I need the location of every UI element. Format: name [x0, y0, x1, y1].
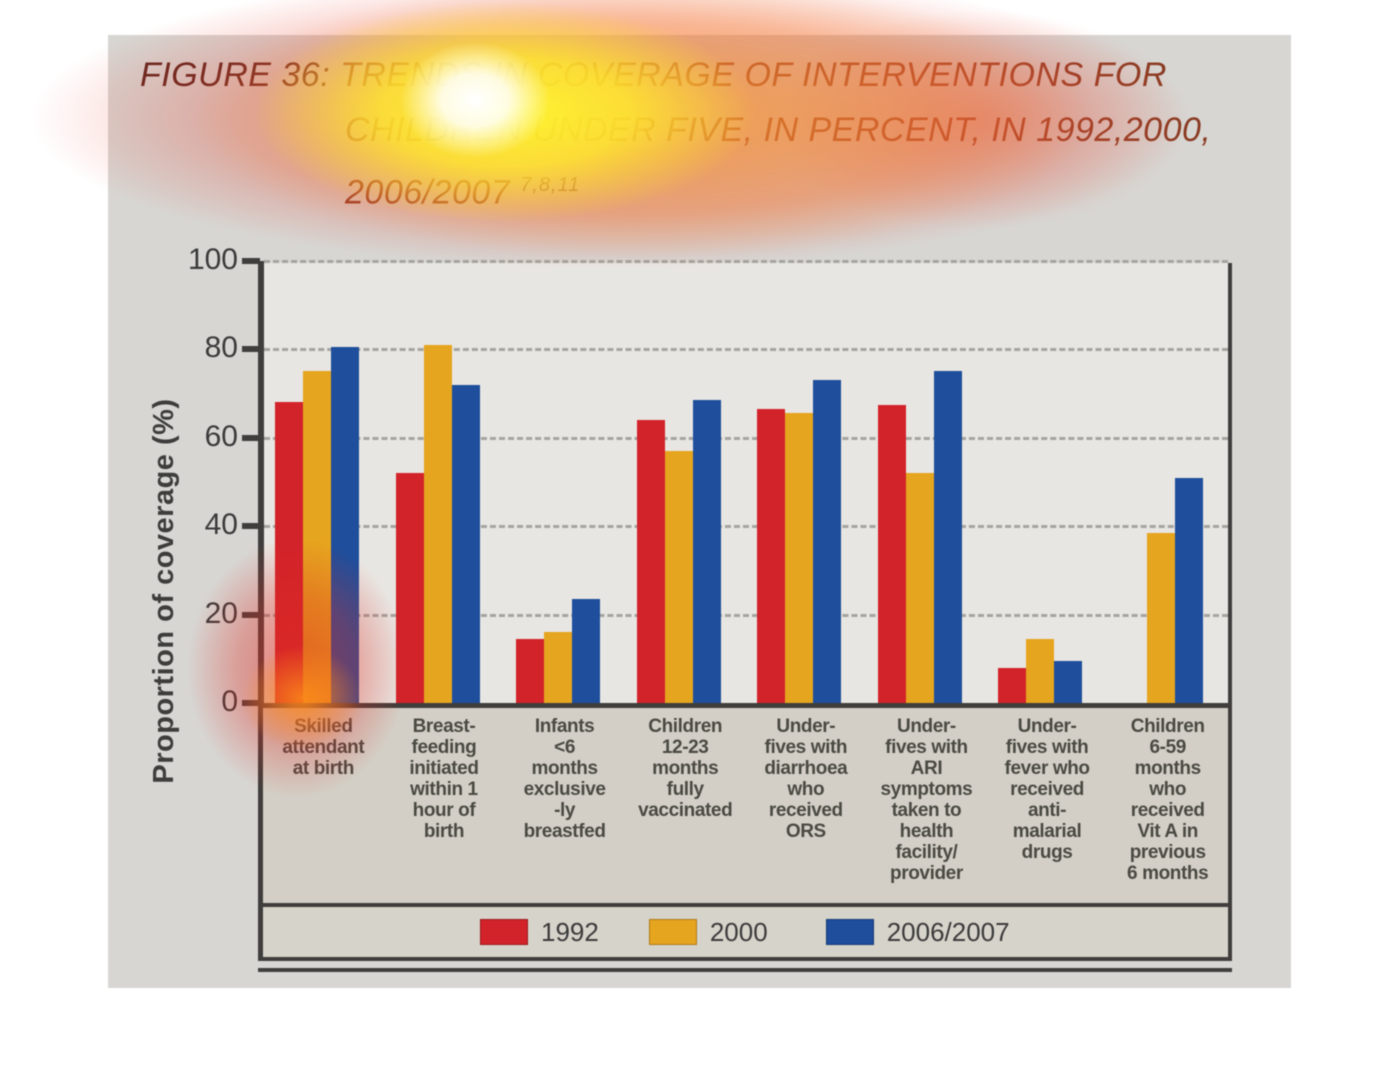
- bar-2006/2007: [813, 380, 841, 703]
- bar-1992: [395, 473, 424, 703]
- y-tick-100: [242, 258, 260, 264]
- y-tick-80: [242, 346, 260, 353]
- category-label-1: Skilled attendant at birth: [282, 716, 365, 779]
- y-axis-title: Proportion of coverage (%): [148, 398, 180, 784]
- category-label-5: Under- fives with diarrhoea who received…: [764, 716, 848, 842]
- bar-2006/2007: [451, 385, 480, 703]
- frame-bottom-rule: [258, 968, 1232, 972]
- caption-line-2: CHILDREN UNDER FIVE, IN PERCENT, IN 1992…: [345, 111, 1212, 149]
- bar-2006/2007: [933, 371, 962, 703]
- category-labels: Skilled attendant at birth Breast- feedin…: [263, 716, 1228, 884]
- bar-group-3: [505, 261, 626, 703]
- bar-1992: [516, 639, 544, 703]
- bar-2000: [423, 345, 452, 703]
- bar-2000: [303, 371, 331, 703]
- legend-swatch-2006/2007: [825, 919, 874, 945]
- bar-2006/2007: [331, 347, 359, 703]
- bar-2006/2007: [1174, 478, 1203, 703]
- figure-36-scan: FIGURE 36: TRENDS IN COVERAGE OF INTERVE…: [108, 35, 1291, 988]
- caption-line-3: 2006/2007 7,8,11: [140, 158, 1211, 220]
- category-label-2: Breast- feeding initiated within 1 hour …: [409, 716, 479, 842]
- bar-2000: [905, 473, 934, 703]
- bar-1992: [275, 402, 303, 703]
- legend-label-2000: 2000: [709, 916, 768, 947]
- category-label-4: Children 12-23 months fully vaccinated: [638, 716, 733, 821]
- caption-footnote-refs: 7,8,11: [520, 174, 581, 196]
- bar-2000: [785, 413, 813, 703]
- caption-text-1: TRENDS IN COVERAGE OF INTERVENTIONS FOR: [340, 56, 1167, 94]
- figure-number: FIGURE 36:: [140, 56, 341, 94]
- bar-1992: [998, 668, 1026, 703]
- legend-item-2006/2007: 2006/2007: [825, 916, 1010, 948]
- bar-group-7: [987, 261, 1108, 703]
- bar-2006/2007: [692, 400, 721, 703]
- plot-right-border: [1228, 263, 1232, 703]
- caption-text-3: 2006/2007: [345, 173, 511, 212]
- legend-label-2006/2007: 2006/2007: [886, 916, 1010, 947]
- bar-1992: [757, 409, 785, 703]
- category-label-3: Infants <6 months exclusive -ly breastfe…: [523, 716, 606, 842]
- bar-group-4: [626, 261, 747, 703]
- bar-2000: [544, 632, 572, 703]
- y-tick-20: [242, 611, 260, 618]
- category-label-7: Under- fives with fever who received ant…: [1004, 716, 1090, 863]
- bar-2006/2007: [572, 599, 600, 703]
- bar-1992: [636, 420, 665, 703]
- y-tick-60: [242, 434, 260, 441]
- y-tick-label-100: 100: [187, 243, 238, 276]
- legend: 1992 2000 2006/2007: [263, 907, 1228, 957]
- figure-caption: FIGURE 36: TRENDS IN COVERAGE OF INTERVE…: [140, 48, 1211, 220]
- category-label-8: Children 6-59 months who received Vit A …: [1127, 716, 1209, 884]
- category-label-6: Under- fives with ARI symptoms taken to …: [880, 716, 973, 884]
- legend-swatch-2000: [648, 919, 697, 945]
- y-tick-40: [242, 523, 260, 530]
- bars-container: [264, 261, 1228, 703]
- bar-2000: [1026, 639, 1054, 703]
- bar-group-6: [867, 261, 988, 703]
- bar-group-5: [746, 261, 867, 703]
- bar-2000: [1146, 533, 1175, 703]
- y-axis-line: [258, 261, 264, 708]
- legend-item-2000: 2000: [648, 916, 768, 948]
- bar-group-8: [1108, 261, 1229, 703]
- bar-group-1: [264, 261, 385, 703]
- bar-1992: [877, 405, 906, 703]
- legend-item-1992: 1992: [480, 917, 599, 948]
- bar-2006/2007: [1054, 661, 1082, 703]
- caption-line-1: FIGURE 36: TRENDS IN COVERAGE OF INTERVE…: [140, 48, 1211, 103]
- legend-swatch-1992: [480, 919, 528, 945]
- y-tick-0: [242, 700, 260, 706]
- bar-group-2: [385, 261, 506, 703]
- legend-label-1992: 1992: [541, 916, 599, 947]
- bar-2000: [664, 451, 693, 703]
